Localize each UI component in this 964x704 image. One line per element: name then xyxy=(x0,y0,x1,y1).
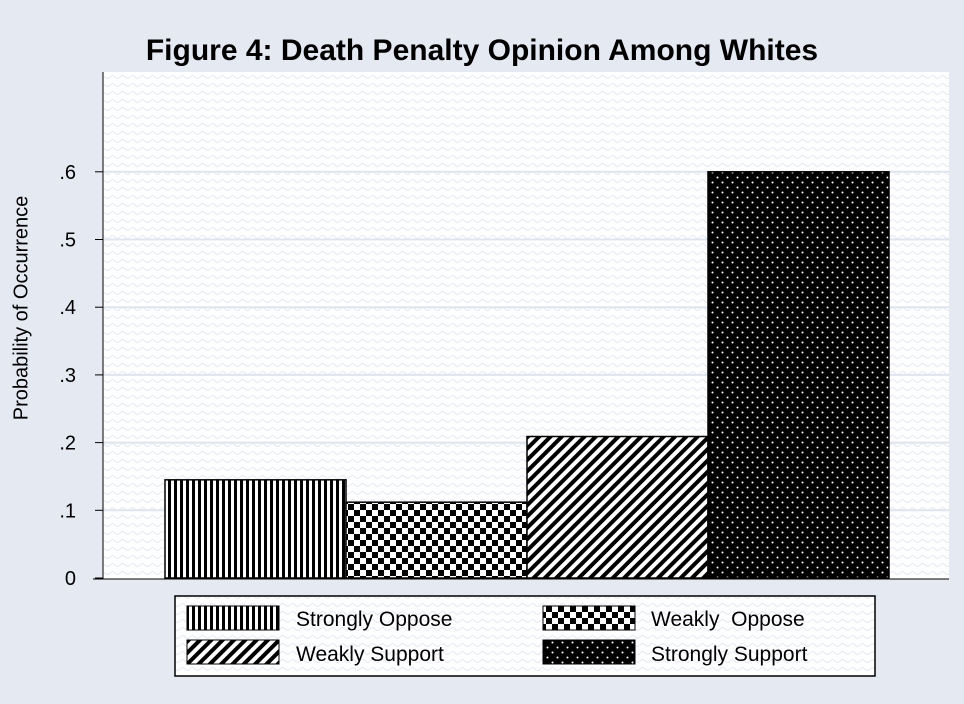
legend-label: Strongly Support xyxy=(651,643,808,666)
bar-strongly-oppose xyxy=(164,479,347,579)
legend: Strongly Oppose Weakly Oppose Weakly Suppo… xyxy=(174,595,876,677)
legend-swatch xyxy=(542,639,636,665)
legend-label: Strongly Oppose xyxy=(296,608,452,631)
legend-box xyxy=(174,595,876,677)
legend-swatch xyxy=(186,639,280,665)
bar-weakly-oppose xyxy=(345,501,528,579)
bar-weakly-support xyxy=(526,435,709,579)
bars xyxy=(164,171,890,579)
legend-swatch xyxy=(542,605,636,631)
y-tick-label: 0 xyxy=(65,568,76,590)
legend-label: Weakly Support xyxy=(296,643,444,666)
y-tick-label: .1 xyxy=(59,500,76,522)
chart-title: Figure 4: Death Penalty Opinion Among Wh… xyxy=(145,34,819,67)
y-tick-label: .2 xyxy=(59,433,76,455)
bar-strongly-support xyxy=(707,171,890,579)
y-tick-label: .6 xyxy=(59,162,76,184)
y-tick-label: .3 xyxy=(59,365,76,387)
y-tick-label: .5 xyxy=(59,230,76,252)
legend-label: Weakly Oppose xyxy=(651,608,805,631)
y-axis: 0 .1 .2 .3 .4 .5 .6 xyxy=(59,72,949,590)
legend-swatch xyxy=(186,605,280,631)
y-tick-label: .4 xyxy=(59,297,76,319)
